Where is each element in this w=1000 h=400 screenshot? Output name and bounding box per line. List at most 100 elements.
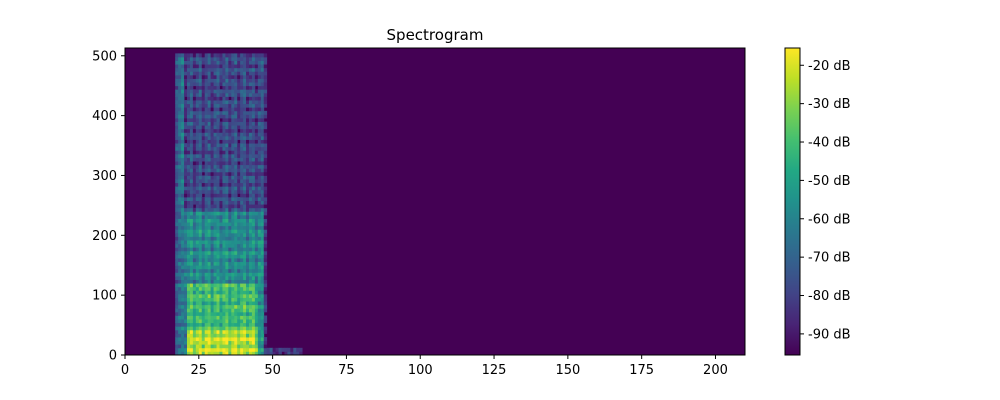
heatmap-cell <box>210 78 214 83</box>
heatmap-cell <box>192 146 197 151</box>
heatmap-cell <box>181 71 185 76</box>
heatmap-cell <box>201 218 206 223</box>
heatmap-cell <box>249 150 253 155</box>
heatmap-cell <box>219 265 223 270</box>
heatmap-cell <box>189 135 194 140</box>
heatmap-cell <box>192 89 197 94</box>
heatmap-cell <box>219 283 223 288</box>
heatmap-cell <box>243 161 247 166</box>
heatmap-cell <box>195 276 200 280</box>
heatmap-cell <box>234 168 238 173</box>
heatmap-cell <box>225 139 229 144</box>
heatmap-cell <box>201 240 206 245</box>
chart-title: Spectrogram <box>387 26 484 44</box>
heatmap-cell <box>251 157 256 162</box>
heatmap-cell <box>210 268 214 273</box>
heatmap-cell <box>231 333 235 338</box>
heatmap-cell <box>251 146 256 151</box>
heatmap-cell <box>195 193 200 198</box>
heatmap-cell <box>189 67 194 72</box>
heatmap-cell <box>210 225 214 230</box>
heatmap-cell <box>175 121 179 126</box>
heatmap-cell <box>175 272 179 277</box>
heatmap-cell <box>222 74 226 79</box>
heatmap-cell <box>254 247 259 252</box>
heatmap-cell <box>243 60 247 65</box>
heatmap-cell <box>198 236 203 241</box>
heatmap-cell <box>251 240 256 245</box>
heatmap-cell <box>207 157 212 162</box>
heatmap-cell <box>249 337 253 342</box>
heatmap-cell <box>216 92 220 97</box>
heatmap-cell <box>198 67 203 72</box>
heatmap-cell <box>195 283 200 288</box>
heatmap-cell <box>189 293 194 298</box>
heatmap-cell <box>204 250 209 255</box>
heatmap-cell <box>251 110 256 115</box>
heatmap-cell <box>189 347 194 352</box>
heatmap-cell <box>178 290 182 295</box>
heatmap-cell <box>198 344 203 349</box>
heatmap-cell <box>251 211 256 216</box>
heatmap-cell <box>231 240 235 245</box>
heatmap-cell <box>187 322 191 327</box>
heatmap-cell <box>213 268 217 273</box>
heatmap-cell <box>257 182 262 187</box>
heatmap-cell <box>187 164 191 169</box>
heatmap-cell <box>178 333 182 338</box>
heatmap-cell <box>201 103 206 108</box>
heatmap-cell <box>204 258 209 263</box>
heatmap-cell <box>204 179 209 184</box>
heatmap-cell <box>210 125 214 130</box>
heatmap-cell <box>257 186 262 191</box>
heatmap-cell <box>225 247 229 252</box>
heatmap-cell <box>181 265 185 270</box>
heatmap-cell <box>210 254 214 259</box>
heatmap-cell <box>181 250 185 255</box>
heatmap-cell <box>222 326 226 331</box>
heatmap-cell <box>175 225 179 230</box>
heatmap-cell <box>216 107 220 112</box>
heatmap-cell <box>257 304 262 309</box>
heatmap-cell <box>263 222 268 227</box>
heatmap-cell <box>263 290 268 295</box>
heatmap-cell <box>237 125 241 130</box>
heatmap-cell <box>228 128 232 133</box>
heatmap-cell <box>225 308 229 313</box>
heatmap-cell <box>192 304 197 309</box>
heatmap-cell <box>260 276 265 280</box>
heatmap-cell <box>181 204 185 209</box>
heatmap-cell <box>207 258 212 263</box>
heatmap-cell <box>254 211 259 216</box>
heatmap-cell <box>222 229 226 234</box>
heatmap-cell <box>246 315 250 320</box>
heatmap-cell <box>181 311 185 316</box>
heatmap-cell <box>251 319 256 324</box>
heatmap-cell <box>175 114 179 119</box>
heatmap-cell <box>249 71 253 76</box>
heatmap-cell <box>260 71 265 76</box>
heatmap-cell <box>187 78 191 83</box>
heatmap-cell <box>198 229 203 234</box>
heatmap-cell <box>237 121 241 126</box>
heatmap-cell <box>204 74 209 79</box>
heatmap-cell <box>181 114 185 119</box>
heatmap-cell <box>263 135 268 140</box>
heatmap-cell <box>198 200 203 205</box>
heatmap-cell <box>198 297 203 302</box>
heatmap-cell <box>225 168 229 173</box>
heatmap-cell <box>263 293 268 298</box>
heatmap-cell <box>216 186 220 191</box>
heatmap-cell <box>234 232 238 237</box>
heatmap-cell <box>225 78 229 83</box>
colorbar-tick-label: -30 dB <box>808 97 851 112</box>
heatmap-cell <box>231 179 235 184</box>
heatmap-cell <box>257 279 262 284</box>
heatmap-cell <box>251 125 256 130</box>
heatmap-cell <box>175 297 179 302</box>
heatmap-cell <box>251 164 256 169</box>
heatmap-cell <box>234 290 238 295</box>
heatmap-cell <box>240 89 244 94</box>
heatmap-cell <box>207 272 212 277</box>
heatmap-cell <box>222 107 226 112</box>
